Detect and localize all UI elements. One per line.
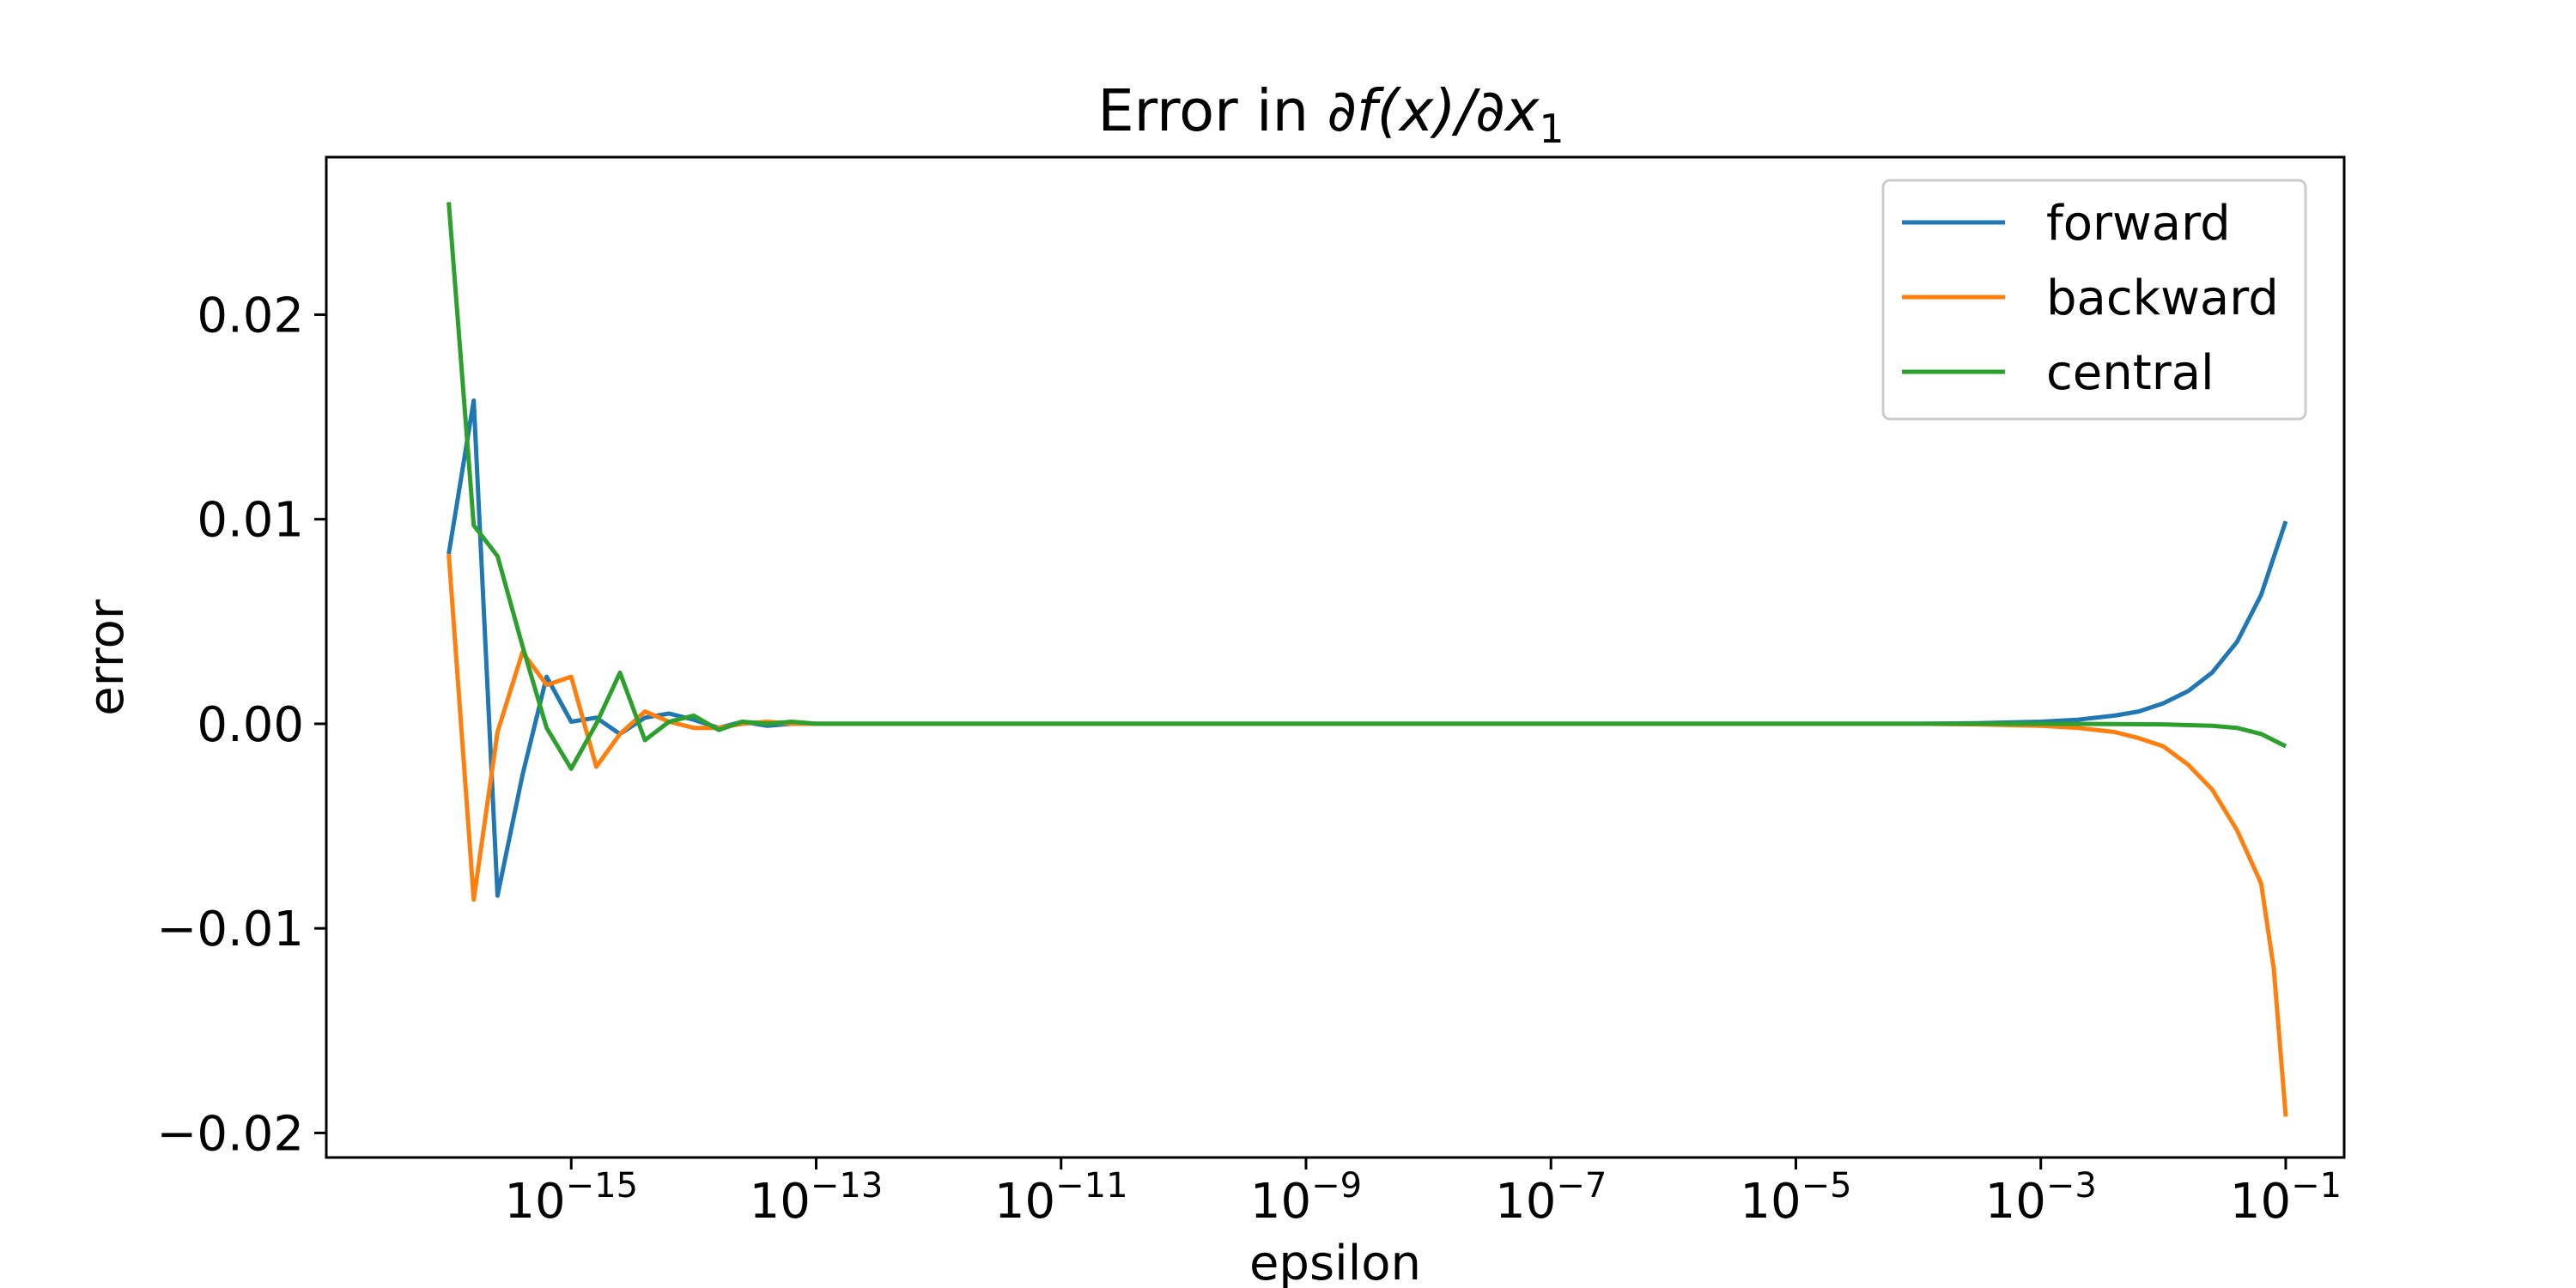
x-tick-label: 10−1 xyxy=(2230,1166,2342,1230)
x-tick-label: 10−7 xyxy=(1495,1166,1607,1230)
x-axis-label: epsilon xyxy=(1249,1236,1421,1288)
x-axis: 10−15 10−13 10−11 10−9 10−7 10−5 10−3 10−1 xyxy=(504,1157,2342,1230)
title-math: ∂f(x)/∂x xyxy=(1327,77,1540,144)
x-tick-label: 10−13 xyxy=(750,1166,884,1230)
x-tick-label: 10−15 xyxy=(504,1166,638,1230)
legend: forward backward central xyxy=(1881,179,2307,421)
legend-label-forward: forward xyxy=(2046,196,2231,252)
y-axis: 0.02 0.01 0.00 −0.01 −0.02 xyxy=(156,288,326,1162)
y-tick-label: 0.01 xyxy=(197,493,304,549)
series-line-backward xyxy=(447,554,2288,1117)
axes-frame xyxy=(325,155,2346,1159)
title-prefix: Error in xyxy=(1097,77,1327,144)
y-tick-label: −0.01 xyxy=(156,902,304,957)
x-tick-label: 10−9 xyxy=(1250,1166,1362,1230)
y-tick-label: 0.00 xyxy=(197,697,304,753)
plot-area xyxy=(447,202,2288,1117)
y-tick-label: 0.02 xyxy=(197,288,304,343)
legend-label-backward: backward xyxy=(2046,270,2279,326)
y-tick-label: −0.02 xyxy=(156,1106,304,1162)
series-line-central xyxy=(447,202,2287,771)
x-tick-label: 10−3 xyxy=(1985,1166,2097,1230)
legend-label-central: central xyxy=(2046,345,2215,401)
legend-box xyxy=(1881,179,2307,421)
title-subscript: 1 xyxy=(1539,106,1564,152)
x-tick-label: 10−11 xyxy=(994,1166,1128,1230)
chart-title: Error in ∂f(x)/∂x1 xyxy=(1097,77,1564,152)
series-line-forward xyxy=(447,398,2288,898)
x-tick-label: 10−5 xyxy=(1740,1166,1851,1230)
y-axis-label: error xyxy=(79,598,135,716)
